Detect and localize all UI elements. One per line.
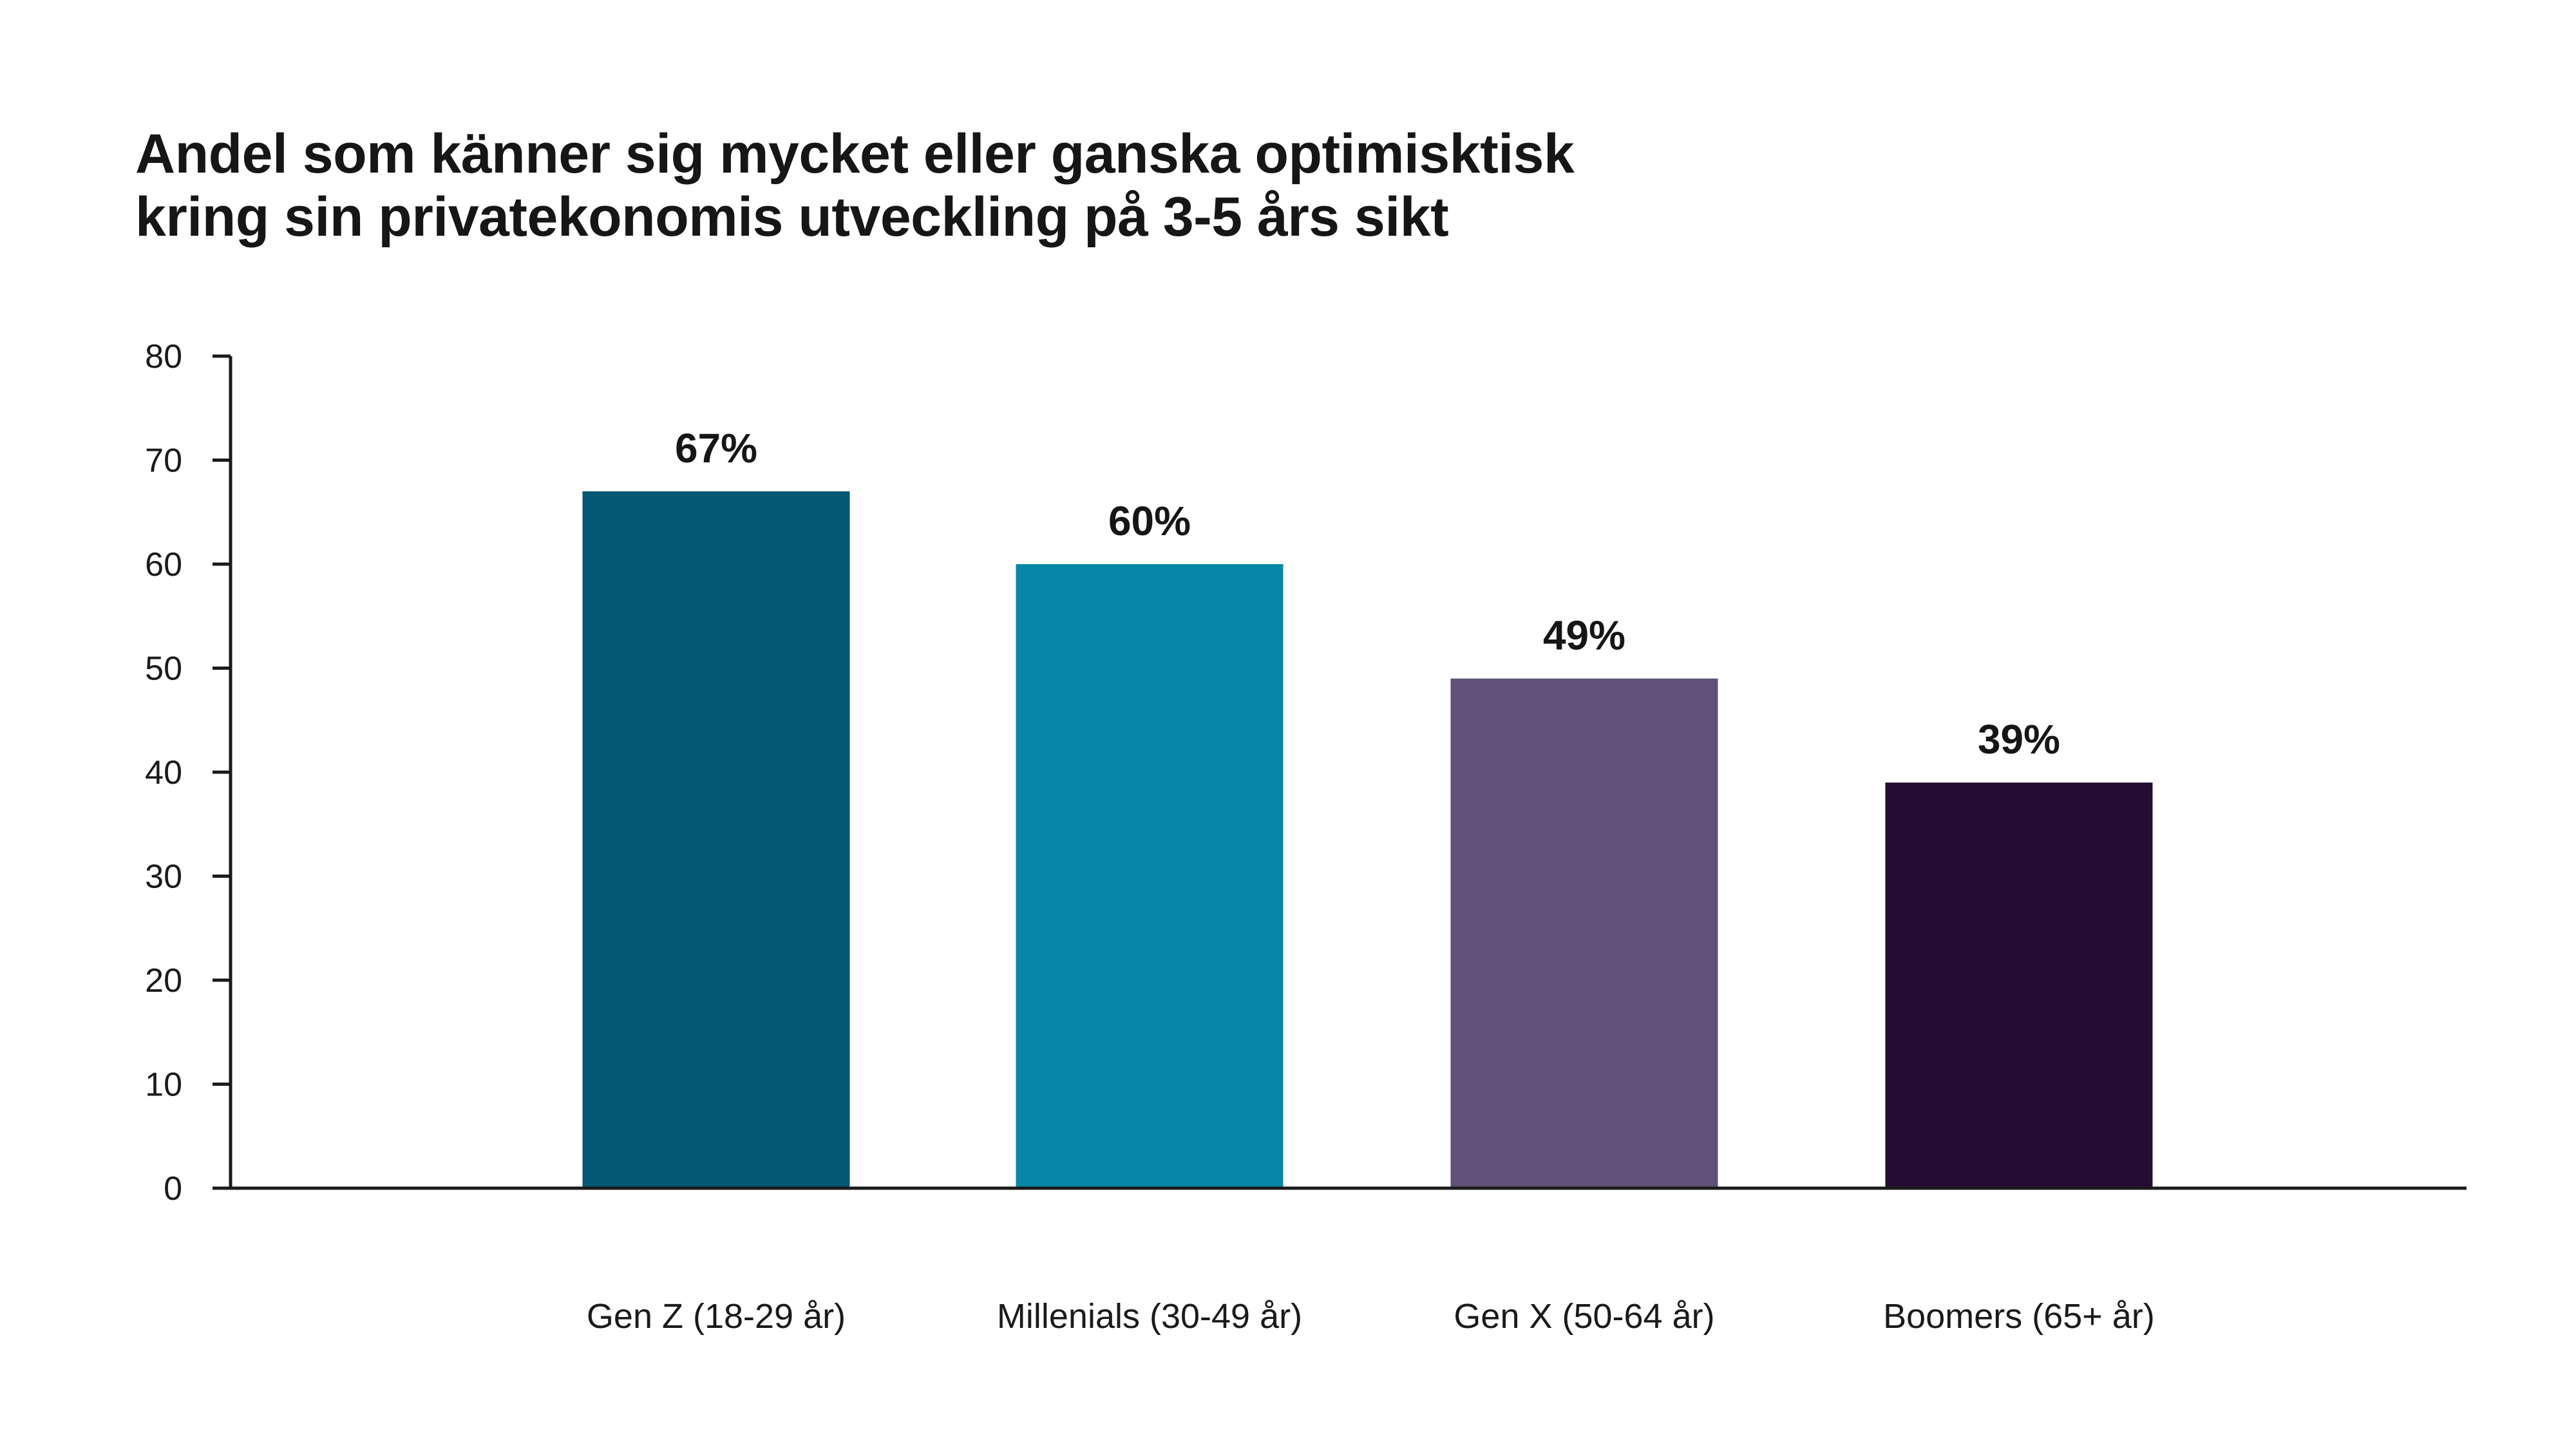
chart-title-line-1: Andel som känner sig mycket eller ganska… [135,123,1575,185]
bar [1016,564,1283,1188]
x-axis-labels: Gen Z (18-29 år) Millenials (30-49 år) Gen… [587,1297,2155,1336]
x-tick-label: Millenials (30-49 år) [997,1297,1302,1336]
y-tick-label: 0 [164,1170,182,1208]
data-label: 67% [675,425,757,471]
y-tick-label: 60 [145,546,182,583]
bar [1885,782,2153,1188]
y-tick-label: 10 [145,1066,182,1104]
x-tick-label: Gen Z (18-29 år) [587,1297,846,1336]
x-tick-label: Gen X (50-64 år) [1454,1297,1714,1336]
bar [582,491,850,1189]
y-tick-label: 20 [145,962,182,999]
bar [1450,678,1718,1188]
y-tick-label: 70 [145,442,182,480]
y-tick-label: 30 [145,858,182,896]
bars [582,491,2153,1189]
value-labels: 67% 60% 49% 39% [675,425,2060,762]
y-tick-label: 80 [145,338,182,375]
y-axis: 0 10 20 30 40 50 60 70 80 [145,338,232,1208]
chart-title-line-2: kring sin privatekonomis utveckling på 3… [135,186,1449,248]
data-label: 49% [1543,612,1625,659]
x-tick-label: Boomers (65+ år) [1883,1297,2155,1336]
y-tick-label: 40 [145,754,182,791]
data-label: 60% [1108,498,1191,544]
y-tick-label: 50 [145,650,182,688]
data-label: 39% [1978,716,2060,762]
chart-title: Andel som känner sig mycket eller ganska… [135,122,1575,249]
